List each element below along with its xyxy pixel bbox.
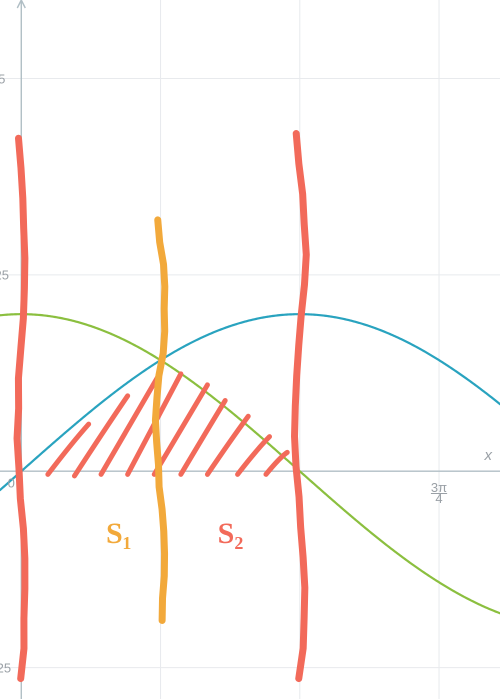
origin-label: 0: [8, 476, 15, 491]
region-label-1: S₂: [218, 517, 244, 551]
plot-area: [0, 0, 500, 699]
y-tick-label: 1,25: [0, 267, 9, 282]
y-tick-label: -1,25: [0, 660, 11, 675]
region-label-0: S₁: [106, 517, 132, 551]
x-axis-label: x: [485, 447, 493, 464]
y-tick-label: 2,5: [0, 71, 5, 86]
x-tick-label: 3π4: [431, 481, 447, 505]
